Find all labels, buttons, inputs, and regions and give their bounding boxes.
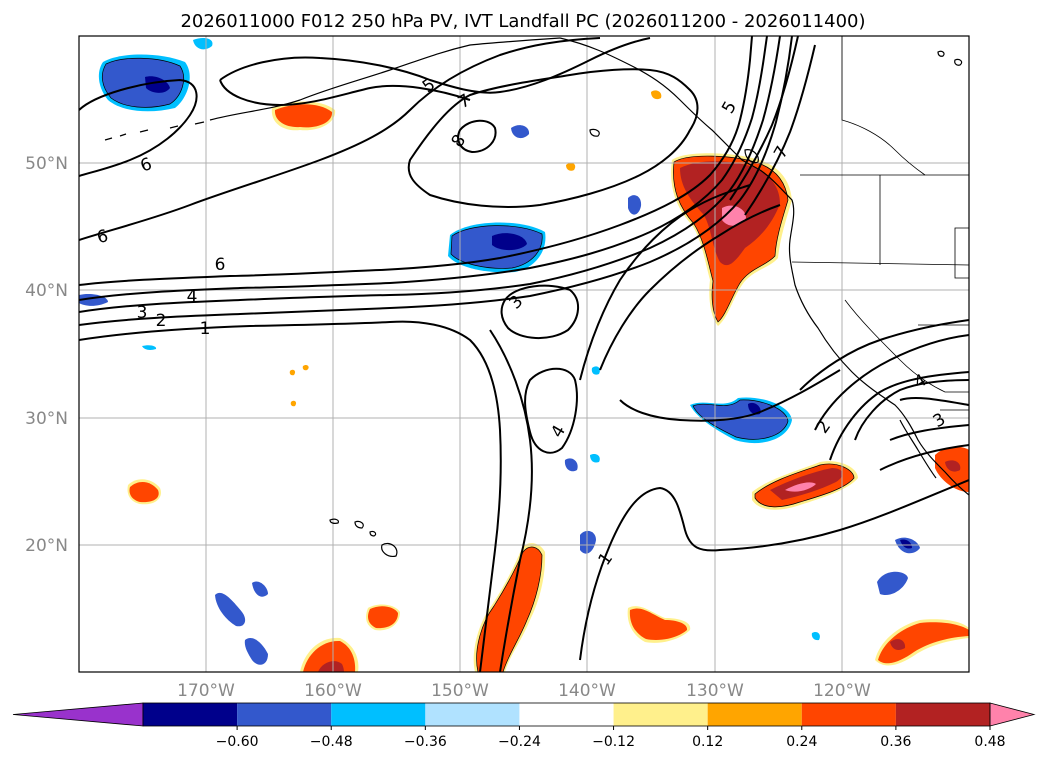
contour-label: 4 [187, 287, 198, 307]
lon-label: 140°W [558, 681, 616, 701]
lat-label: 30°N [25, 409, 68, 429]
map-panel: 5 7 8 6 6 6 4 3 2 1 3 4 1 5 7 2 4 3 [25, 35, 970, 701]
colorbar-tick-label: 0.48 [974, 734, 1005, 750]
lon-label: 120°W [813, 681, 871, 701]
colorbar-extend-low [12, 702, 144, 727]
colorbar-tick-label: 0.12 [692, 734, 723, 750]
lon-label: 150°W [431, 681, 489, 701]
colorbar-segments [12, 702, 1036, 727]
colorbar-segment [237, 703, 332, 726]
contour-label: 2 [156, 311, 167, 331]
colorbar-outline [142, 702, 991, 727]
colorbar-tick-label: −0.24 [498, 734, 541, 750]
lon-label: 170°W [177, 681, 235, 701]
contour-label: 1 [200, 319, 211, 339]
latitude-labels: 50°N 40°N 30°N 20°N [25, 154, 68, 556]
colorbar-extend-high [989, 702, 1036, 727]
figure-title: 2026011000 F012 250 hPa PV, IVT Landfall… [180, 11, 865, 32]
lon-label: 130°W [686, 681, 744, 701]
lon-label: 160°W [304, 681, 362, 701]
colorbar-labels: −0.60 −0.48 −0.36 −0.24 −0.12 0.12 0.24 0.36 0.4… [216, 726, 1006, 750]
colorbar-tick-label: 0.36 [880, 734, 911, 750]
contour-label: 6 [95, 226, 111, 248]
colorbar: −0.60 −0.48 −0.36 −0.24 −0.12 0.12 0.24 0.36 0.4… [12, 702, 1036, 750]
colorbar-tick-label: −0.36 [404, 734, 447, 750]
colorbar-segment [143, 703, 238, 726]
shading-outlines [101, 57, 855, 672]
pv-contours [79, 36, 969, 672]
graticule [79, 36, 969, 672]
colorbar-tick-label: −0.60 [216, 734, 259, 750]
colorbar-tick-label: −0.48 [310, 734, 353, 750]
colorbar-segment [425, 703, 520, 726]
colorbar-segment [707, 703, 802, 726]
colorbar-segment [331, 703, 426, 726]
colorbar-tick-label: 0.24 [786, 734, 817, 750]
colorbar-segment [519, 703, 614, 726]
map-frame [78, 35, 970, 673]
political-borders [791, 36, 969, 411]
colorbar-segment [801, 703, 896, 726]
colorbar-segment [613, 703, 708, 726]
longitude-labels: 170°W 160°W 150°W 140°W 130°W 120°W [177, 681, 871, 701]
contour-label: 3 [137, 303, 148, 323]
contour-label: 6 [215, 255, 226, 275]
coastlines [104, 37, 969, 557]
lat-label: 50°N [25, 154, 68, 174]
colorbar-segment [895, 703, 990, 726]
colorbar-tick-label: −0.12 [592, 734, 635, 750]
lat-label: 20°N [25, 536, 68, 556]
lat-label: 40°N [25, 281, 68, 301]
